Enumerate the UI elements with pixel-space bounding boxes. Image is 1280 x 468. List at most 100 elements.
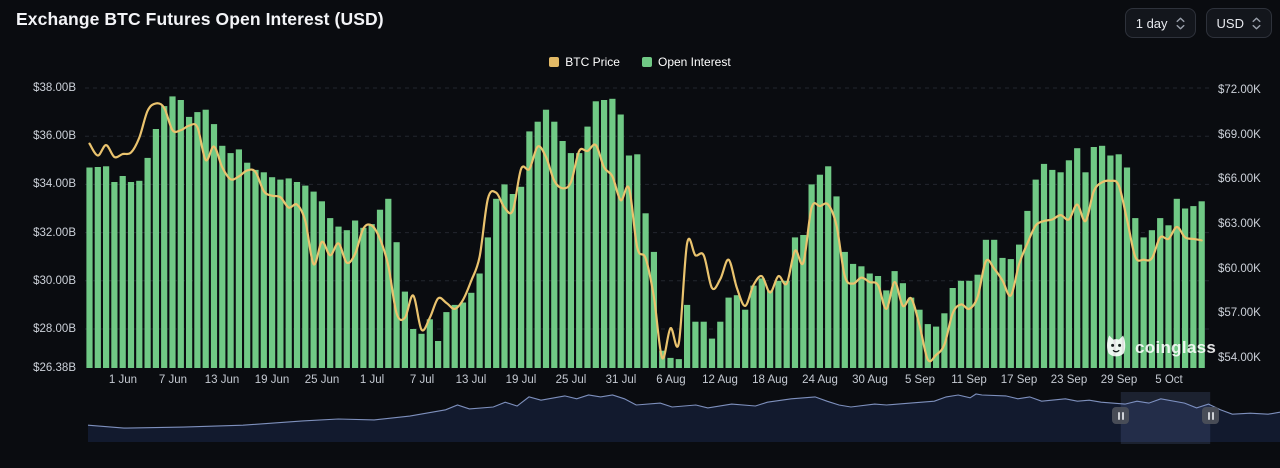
oi-bar[interactable] (717, 321, 724, 368)
oi-bar[interactable] (899, 283, 906, 368)
oi-bar[interactable] (750, 285, 757, 368)
interval-select[interactable]: 1 day (1124, 8, 1196, 38)
oi-bar[interactable] (791, 237, 799, 368)
oi-bar[interactable] (567, 153, 574, 368)
oi-bar[interactable] (302, 185, 309, 368)
navigator-handle-right[interactable] (1202, 407, 1219, 424)
oi-bar[interactable] (1148, 230, 1155, 368)
oi-bar[interactable] (684, 304, 691, 368)
oi-bar[interactable] (974, 274, 981, 368)
oi-bar[interactable] (127, 182, 135, 368)
oi-bar[interactable] (1198, 201, 1205, 368)
oi-bar[interactable] (1140, 237, 1147, 368)
oi-bar[interactable] (1115, 154, 1122, 368)
oi-bar[interactable] (352, 220, 359, 369)
oi-bar[interactable] (617, 114, 624, 369)
oi-bar[interactable] (277, 179, 284, 368)
oi-bar[interactable] (625, 155, 633, 369)
oi-bar[interactable] (260, 172, 267, 368)
oi-bar[interactable] (410, 329, 417, 368)
navigator-selection[interactable] (1120, 392, 1211, 444)
oi-bar[interactable] (1016, 244, 1023, 368)
oi-bar[interactable] (883, 290, 890, 368)
oi-bar[interactable] (94, 167, 101, 368)
oi-bar[interactable] (443, 312, 450, 368)
oi-bar[interactable] (982, 239, 989, 368)
oi-bar[interactable] (385, 198, 392, 368)
legend-item-open-interest[interactable]: Open Interest (641, 55, 731, 69)
oi-bar[interactable] (551, 121, 558, 368)
oi-bar[interactable] (559, 141, 566, 368)
legend-item-btc-price[interactable]: BTC Price (549, 55, 620, 69)
oi-bar[interactable] (327, 218, 334, 368)
oi-bar[interactable] (269, 177, 276, 368)
currency-select[interactable]: USD (1205, 8, 1272, 38)
oi-bar[interactable] (318, 201, 325, 368)
oi-bar[interactable] (924, 324, 931, 368)
oi-bar[interactable] (833, 196, 840, 368)
oi-bar[interactable] (210, 124, 218, 368)
oi-bar[interactable] (136, 180, 143, 368)
oi-bar[interactable] (758, 278, 765, 368)
oi-bar[interactable] (1132, 218, 1139, 368)
oi-bar[interactable] (493, 198, 500, 368)
oi-bar[interactable] (800, 235, 807, 368)
oi-bar[interactable] (825, 166, 832, 368)
oi-bar[interactable] (966, 280, 973, 368)
oi-bar[interactable] (509, 194, 516, 368)
oi-bar[interactable] (343, 230, 350, 368)
oi-bar[interactable] (1182, 208, 1189, 369)
oi-bar[interactable] (476, 273, 483, 369)
oi-bar[interactable] (360, 227, 367, 368)
oi-bar[interactable] (468, 292, 475, 368)
oi-bar[interactable] (576, 153, 583, 368)
oi-bar[interactable] (609, 98, 616, 369)
oi-bar[interactable] (1157, 218, 1164, 368)
oi-bar[interactable] (1090, 147, 1097, 368)
oi-bar[interactable] (152, 129, 159, 368)
oi-bar[interactable] (451, 304, 458, 368)
oi-bar[interactable] (1107, 155, 1114, 369)
oi-bar[interactable] (1173, 198, 1180, 368)
oi-bar[interactable] (435, 341, 442, 368)
oi-bar[interactable] (1065, 160, 1072, 368)
oi-bar[interactable] (850, 263, 857, 368)
oi-bar[interactable] (1190, 206, 1197, 368)
oi-bar[interactable] (335, 226, 342, 368)
oi-bar[interactable] (991, 239, 998, 368)
oi-bar[interactable] (742, 309, 749, 368)
oi-bar[interactable] (86, 167, 93, 369)
oi-bar[interactable] (601, 100, 608, 368)
oi-bar[interactable] (1099, 145, 1106, 368)
oi-bar[interactable] (999, 257, 1006, 368)
oi-bar[interactable] (933, 326, 940, 368)
oi-bar[interactable] (783, 280, 790, 368)
oi-bar[interactable] (1057, 172, 1064, 368)
oi-bar[interactable] (227, 153, 234, 368)
oi-bar[interactable] (634, 154, 641, 368)
oi-bar[interactable] (244, 162, 251, 368)
oi-bar[interactable] (667, 357, 674, 368)
oi-bar[interactable] (186, 116, 193, 369)
oi-bar[interactable] (293, 182, 301, 368)
oi-bar[interactable] (252, 169, 259, 368)
oi-bar[interactable] (368, 224, 375, 368)
oi-bar[interactable] (841, 251, 848, 368)
oi-bar[interactable] (891, 271, 898, 368)
oi-bar[interactable] (866, 273, 873, 369)
oi-bar[interactable] (219, 145, 226, 368)
oi-bar[interactable] (119, 176, 126, 368)
oi-bar[interactable] (202, 109, 209, 368)
oi-bar[interactable] (692, 321, 699, 368)
oi-bar[interactable] (592, 101, 599, 369)
navigator[interactable] (0, 392, 1280, 452)
oi-bar[interactable] (393, 242, 400, 368)
oi-bar[interactable] (376, 209, 384, 368)
oi-bar[interactable] (808, 184, 815, 368)
oi-bar[interactable] (1082, 172, 1089, 368)
main-chart[interactable] (0, 0, 1280, 400)
oi-bar[interactable] (584, 126, 591, 368)
oi-bar[interactable] (534, 121, 541, 368)
oi-bar[interactable] (1123, 167, 1131, 369)
oi-bar[interactable] (733, 295, 740, 368)
